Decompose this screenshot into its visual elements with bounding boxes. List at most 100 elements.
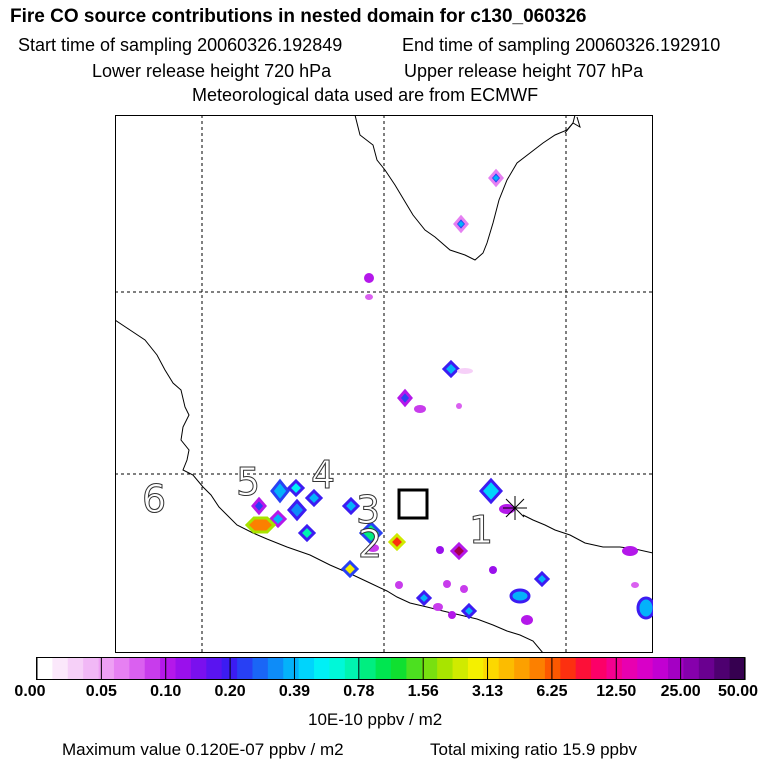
colorbar-cell: [421, 658, 438, 680]
source-labels: 1 2 3 4 5 6: [142, 453, 494, 567]
end-time-label: End time of sampling 20060326.192910: [402, 35, 721, 55]
coast-gulf: [354, 115, 576, 261]
colorbar-tick-label: 0.00: [14, 683, 46, 700]
source-blob: [415, 589, 456, 619]
colorbar-cell: [129, 658, 146, 680]
colorbar-cell: [391, 658, 407, 680]
met-data-label: Meteorological data used are from ECMWF: [192, 85, 539, 105]
contribution-field: [244, 168, 653, 625]
colorbar-tick-label: 12.50: [596, 683, 637, 700]
colorbar-tick-label: 0.10: [150, 683, 182, 700]
source-blob: [436, 546, 638, 574]
source-blob: [509, 588, 531, 604]
colorbar-cell: [267, 658, 284, 680]
colorbar-cell: [621, 658, 638, 680]
source-blob: [268, 509, 288, 529]
source-blob: [449, 541, 469, 561]
colorbar-cell: [375, 658, 392, 680]
colorbar-cell: [206, 658, 223, 680]
colorbar: [36, 657, 746, 680]
colorbar-cell: [544, 658, 561, 680]
asterisk-marker: [503, 496, 527, 520]
colorbar-cell: [452, 658, 469, 680]
colorbar-cell: [190, 658, 207, 680]
colorbar-tick-label: 6.25: [536, 683, 568, 700]
source-blob: [364, 273, 374, 300]
colorbar-cell: [344, 658, 361, 680]
source-blob: [395, 580, 468, 593]
map-plot: 1 2 3 4 5 6: [115, 115, 653, 653]
colorbar-cell: [237, 658, 254, 680]
source-label-2: 2: [358, 522, 382, 566]
colorbar-cell: [575, 658, 592, 680]
colorbar-cell: [483, 658, 500, 680]
source-blob: [358, 520, 384, 552]
source-label-5: 5: [236, 460, 260, 504]
source-blob: [453, 214, 469, 234]
colorbar-cell: [252, 658, 269, 680]
source-blob: [631, 582, 653, 620]
colorbar-cell: [83, 658, 100, 680]
colorbar-tick-label: 1.56: [407, 683, 439, 700]
source-label-3: 3: [356, 488, 380, 532]
colorbar-cell: [652, 658, 669, 680]
colorbar-cell: [514, 658, 531, 680]
colorbar-cell: [144, 658, 161, 680]
start-time-label: Start time of sampling 20060326.192849: [18, 35, 343, 55]
colorbar-cell: [406, 658, 423, 680]
colorbar-tick-label: 0.39: [278, 683, 311, 700]
colorbar-cell: [175, 658, 192, 680]
colorbar-cell: [698, 658, 715, 680]
source-blob: [286, 478, 306, 498]
colorbar-tick-label: 25.00: [660, 683, 701, 700]
colorbar-cell: [160, 658, 177, 680]
source-blob: [270, 478, 290, 504]
source-blob: [341, 496, 361, 516]
colorbar-cell: [714, 658, 731, 680]
source-label-1: 1: [469, 508, 493, 552]
colorbar-cell: [283, 658, 300, 680]
source-blob: [387, 532, 407, 552]
colorbar-cell: [606, 658, 623, 680]
colorbar-cell: [637, 658, 654, 680]
colorbar-cell: [113, 658, 130, 680]
source-blob: [244, 516, 277, 534]
colorbar-cell: [529, 658, 546, 680]
colorbar-cell: [467, 658, 484, 680]
colorbar-cell: [591, 658, 608, 680]
colorbar-units: 10E-10 ppbv / m2: [308, 710, 443, 729]
source-blob: [297, 523, 317, 543]
colorbar-cell: [67, 658, 84, 680]
colorbar-cell: [52, 658, 69, 680]
colorbar-tick-label: 0.05: [85, 683, 117, 700]
source-blob: [488, 168, 504, 188]
source-blob: [340, 559, 360, 579]
source-blob: [251, 496, 267, 516]
colorbar-tick-label: 0.78: [343, 683, 375, 700]
source-blob: [286, 498, 308, 522]
receptor-box: [397, 488, 429, 520]
colorbar-cell: [437, 658, 454, 680]
chart-title: Fire CO source contributions in nested d…: [10, 6, 587, 27]
source-blob: [533, 570, 551, 588]
colorbar-cell: [314, 658, 331, 680]
colorbar-cell: [329, 658, 346, 680]
colorbar-tick-label: 50.00: [717, 683, 759, 700]
colorbar-cell: [98, 658, 115, 680]
colorbar-cell: [360, 658, 377, 680]
max-value-label: Maximum value 0.120E-07 ppbv / m2: [62, 740, 344, 759]
colorbar-cells: [37, 658, 746, 680]
source-blob: [397, 388, 462, 413]
colorbar-cell: [498, 658, 515, 680]
source-label-4: 4: [311, 453, 335, 497]
lower-height-label: Lower release height 720 hPa: [92, 61, 332, 81]
colorbar-cell: [298, 658, 315, 680]
colorbar-cell: [729, 658, 746, 680]
upper-height-label: Upper release height 707 hPa: [404, 61, 644, 81]
colorbar-tick-label: 0.20: [214, 683, 246, 700]
colorbar-tick-label: 3.13: [471, 683, 504, 700]
source-blob: [304, 488, 324, 508]
source-blob: [441, 359, 473, 379]
colorbar-cell: [37, 658, 53, 680]
colorbar-tick-marks: [36, 657, 746, 680]
